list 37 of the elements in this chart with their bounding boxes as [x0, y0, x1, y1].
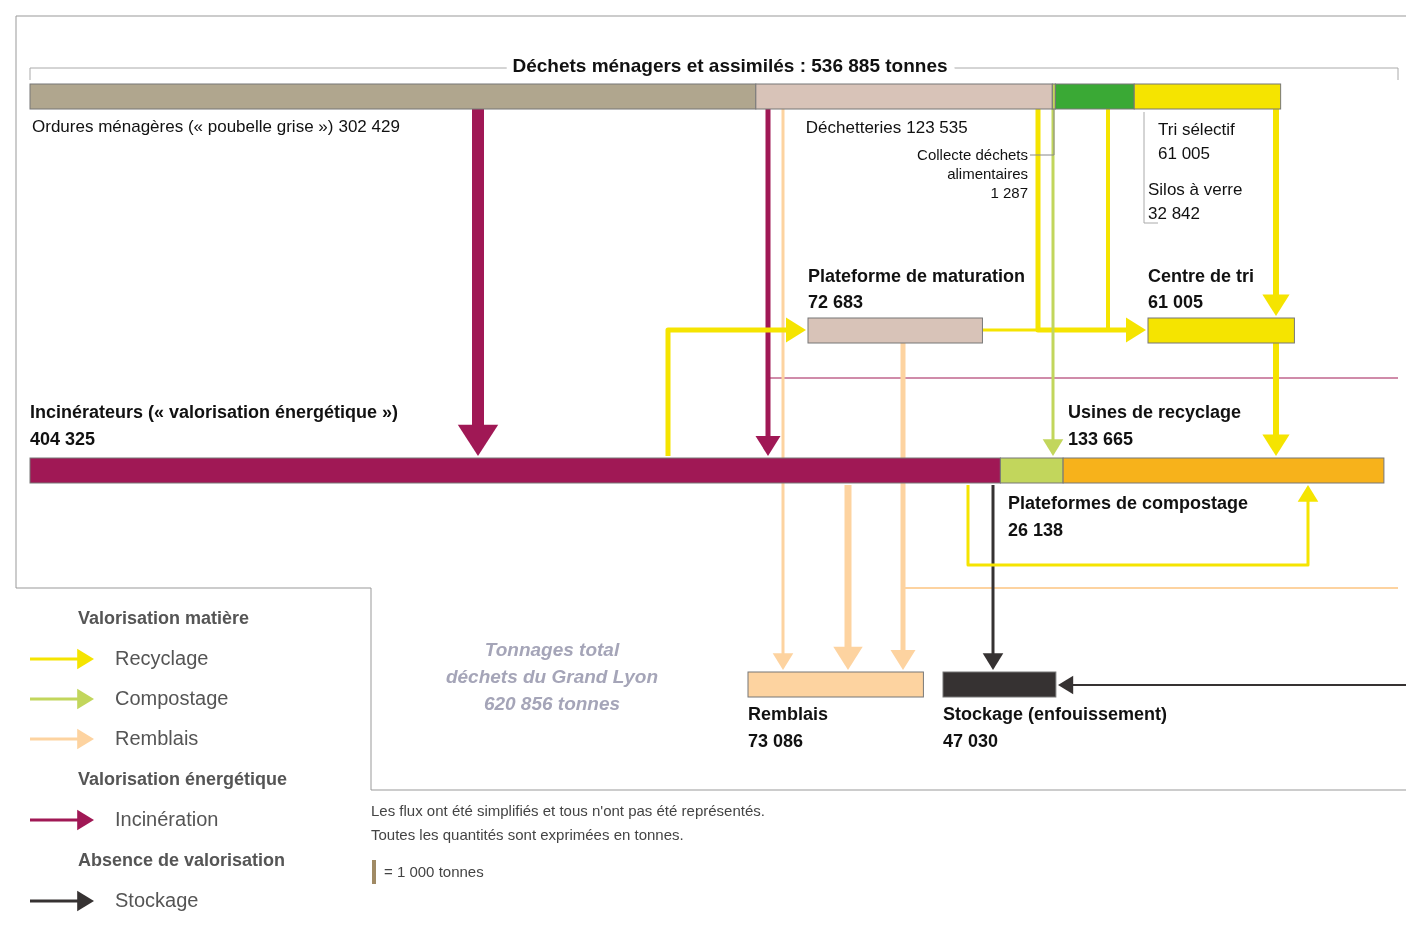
- text: Valorisation énergétique: [78, 769, 288, 789]
- data-label: 32 842: [1148, 204, 1200, 223]
- category-label: Déchetteries: [805, 118, 902, 137]
- data-label: 47 030: [943, 731, 999, 751]
- category-label: Plateformes de compostage: [1008, 493, 1249, 513]
- category-label: Centre de tri: [1148, 266, 1255, 286]
- category-label: Usines de recyclage: [1068, 402, 1242, 422]
- category-label: Tri sélectif: [1158, 120, 1236, 139]
- data-label: 72 683: [808, 292, 864, 312]
- data-label: 404 325: [30, 429, 96, 449]
- legend-label: Recyclage: [115, 647, 209, 669]
- data-label: 61 005: [1148, 292, 1204, 312]
- category-label: Incinérateurs (« valorisation énergétique »): [30, 402, 399, 422]
- category-label: Silos à verre: [1148, 180, 1243, 199]
- text: Toutes les quantités sont exprimées en tonnes.: [371, 826, 684, 843]
- data-label: 73 086: [748, 731, 804, 751]
- legend-label: Remblais: [115, 727, 199, 749]
- category-label: Collecte déchets alimentaires: [917, 146, 1028, 182]
- data-label: 1 287: [990, 184, 1028, 201]
- data-label: 61 005: [1158, 144, 1210, 163]
- text: = 1 000 tonnes: [384, 863, 484, 880]
- data-label: 123 535: [906, 118, 968, 137]
- category-label: Ordures ménagères (« poubelle grise »): [32, 117, 334, 136]
- legend-label: Stockage: [115, 889, 199, 911]
- category-label: Stockage (enfouissement): [943, 704, 1168, 724]
- category-label: Remblais: [748, 704, 829, 724]
- text: Déchets ménagers et assimilés : 536 885 tonnes: [512, 55, 948, 76]
- text: Absence de valorisation: [78, 850, 286, 870]
- data-label: 26 138: [1008, 520, 1064, 540]
- category-label: Plateforme de maturation: [808, 266, 1026, 286]
- data-label: 302 429: [338, 117, 400, 136]
- legend-label: Compostage: [115, 687, 229, 709]
- text: Les flux ont été simplifiés et tous n'ont pas été représentés.: [371, 802, 765, 819]
- text: Valorisation matière: [78, 608, 250, 628]
- data-label: 133 665: [1068, 429, 1134, 449]
- legend-label: Incinération: [115, 808, 219, 830]
- text: Tonnages total déchets du Grand Lyon 620 856 tonnes: [445, 639, 659, 714]
